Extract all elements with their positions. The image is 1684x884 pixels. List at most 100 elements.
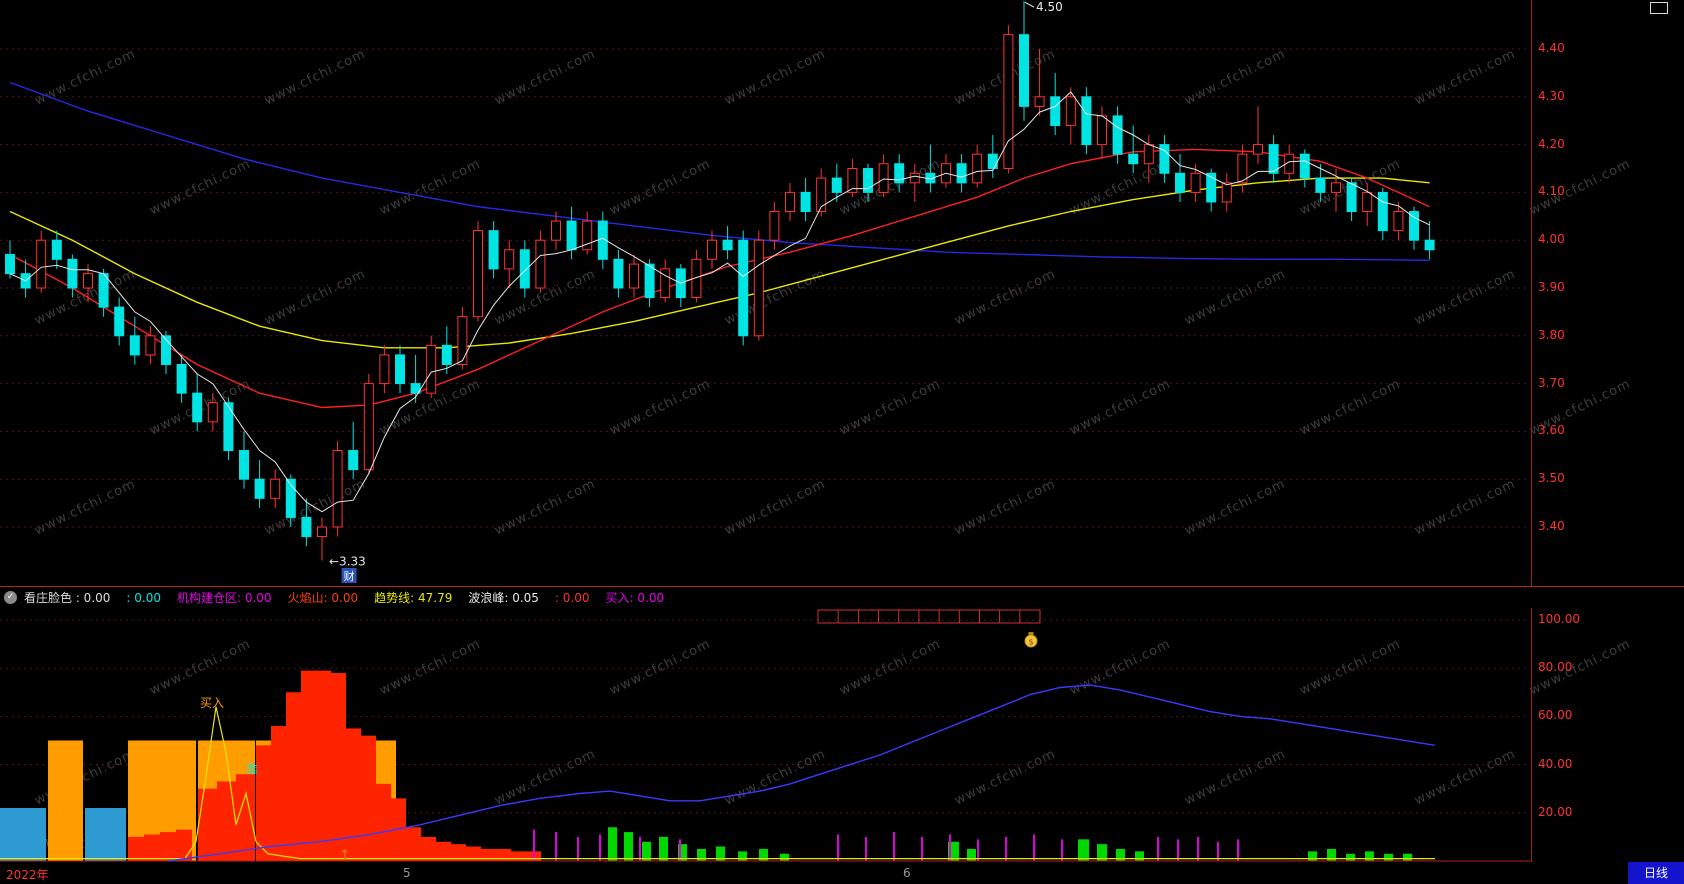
candle — [317, 526, 327, 538]
main-candlestick-chart[interactable]: 4.50 ←3.33财 — [0, 0, 1540, 586]
candle — [1299, 153, 1310, 179]
candle — [956, 163, 967, 184]
histogram-bar — [1346, 853, 1355, 861]
indicator-collapse-icon[interactable]: ✓ — [4, 591, 17, 604]
flag-marker — [341, 568, 357, 583]
histogram-bar — [1116, 848, 1125, 861]
candle — [1097, 115, 1107, 146]
price-axis-label: 3.50 — [1538, 471, 1565, 486]
candle — [738, 239, 749, 337]
candle — [722, 239, 733, 251]
histogram-bar — [678, 844, 687, 861]
histogram-bar — [1097, 844, 1107, 861]
histogram-bar — [217, 781, 236, 861]
candle — [473, 230, 483, 318]
signal-text: 买入 — [200, 696, 224, 710]
candle — [207, 402, 218, 423]
candle — [519, 249, 530, 289]
histogram-bar — [1384, 853, 1393, 861]
candle — [1424, 239, 1435, 251]
histogram-bar — [236, 774, 255, 861]
price-axis: 4.40 4.30 4.20 4.10 4.00 3.90 3.80 3.70 3.60 3.50… — [1534, 0, 1682, 586]
candle — [1331, 182, 1341, 193]
candle — [379, 354, 390, 385]
candle — [629, 263, 639, 289]
indicator-value: 火焰山: 0.00 — [287, 591, 359, 605]
signal-strip — [817, 609, 1041, 624]
ma_slow_yellow — [9, 177, 1430, 349]
buy-arrow-icon: ↑ — [340, 848, 351, 863]
price-annotation: ←3.33 — [329, 554, 366, 568]
candle — [114, 306, 125, 337]
indicator-value: 看庄脸色 : 0.00 — [24, 591, 111, 605]
candle — [441, 344, 452, 365]
time-axis-tick: 6 — [903, 866, 911, 880]
histogram-bar — [1327, 848, 1336, 861]
histogram-bar — [967, 848, 976, 861]
candle — [847, 168, 858, 193]
histogram-bar — [48, 740, 83, 861]
price-axis-label: 3.90 — [1538, 280, 1565, 294]
candle — [582, 220, 593, 251]
histogram-bar — [1308, 851, 1317, 861]
histogram-bar — [642, 841, 651, 861]
histogram-bar — [659, 836, 668, 861]
histogram-bar — [286, 692, 301, 861]
candle — [36, 239, 47, 289]
candle — [1237, 153, 1248, 184]
candle — [51, 239, 62, 260]
time-axis-tick: 5 — [403, 866, 411, 880]
candle — [332, 450, 343, 528]
candle — [5, 254, 15, 275]
ma_fast_white — [9, 91, 1430, 513]
indicator-value: 买入: 0.00 — [605, 591, 665, 605]
histogram-bar — [128, 836, 144, 861]
candle — [285, 478, 296, 518]
candle — [1143, 144, 1154, 165]
candle — [1206, 172, 1217, 203]
candle — [1034, 96, 1045, 107]
candle — [1081, 96, 1092, 146]
candle — [1284, 153, 1295, 174]
candle — [145, 335, 156, 356]
histogram-bar — [176, 829, 192, 861]
window-icon[interactable] — [1650, 2, 1668, 14]
price-axis-label: 3.70 — [1538, 375, 1565, 390]
indicator-value: 波浪峰: 0.05 — [468, 591, 539, 605]
histogram-bar — [301, 670, 316, 861]
indicator-axis-label: 100.00 — [1538, 612, 1580, 626]
sub-indicator-chart[interactable]: 买入准 $ ↑ — [0, 607, 1540, 863]
candle — [83, 273, 93, 289]
candle — [1159, 144, 1170, 174]
candle — [192, 392, 203, 423]
candle — [254, 478, 265, 499]
candle — [1175, 172, 1185, 193]
candle — [785, 191, 795, 213]
time-axis-bar: 2022年 5 6 日线 — [0, 862, 1684, 884]
candle — [707, 239, 717, 260]
svg-text:$: $ — [1028, 638, 1033, 647]
period-button[interactable]: 日线 — [1628, 862, 1684, 884]
price-axis-label: 4.10 — [1538, 184, 1565, 199]
candle — [1253, 144, 1263, 155]
candle — [1003, 34, 1014, 169]
histogram-bar — [198, 788, 217, 861]
candle — [176, 363, 187, 394]
year-label: 2022年 — [6, 868, 49, 882]
indicator-header: ✓ 看庄脸色 : 0.00: 0.00 机构建仓区: 0.00 火焰山: 0.00 趋… — [0, 586, 1684, 608]
price-axis-label: 3.60 — [1538, 423, 1565, 438]
histogram-bar — [624, 832, 633, 861]
indicator-axis-label: 20.00 — [1538, 804, 1573, 819]
candle — [98, 273, 109, 308]
histogram-bar — [85, 807, 126, 861]
histogram-bar — [406, 827, 421, 861]
histogram-bar — [144, 834, 160, 861]
candle — [909, 172, 920, 184]
candle — [1393, 211, 1404, 232]
candle — [753, 239, 764, 337]
indicator-value: : 0.00 — [126, 590, 161, 605]
candle — [894, 163, 905, 184]
candle — [972, 153, 983, 184]
histogram-bar — [1078, 839, 1089, 861]
